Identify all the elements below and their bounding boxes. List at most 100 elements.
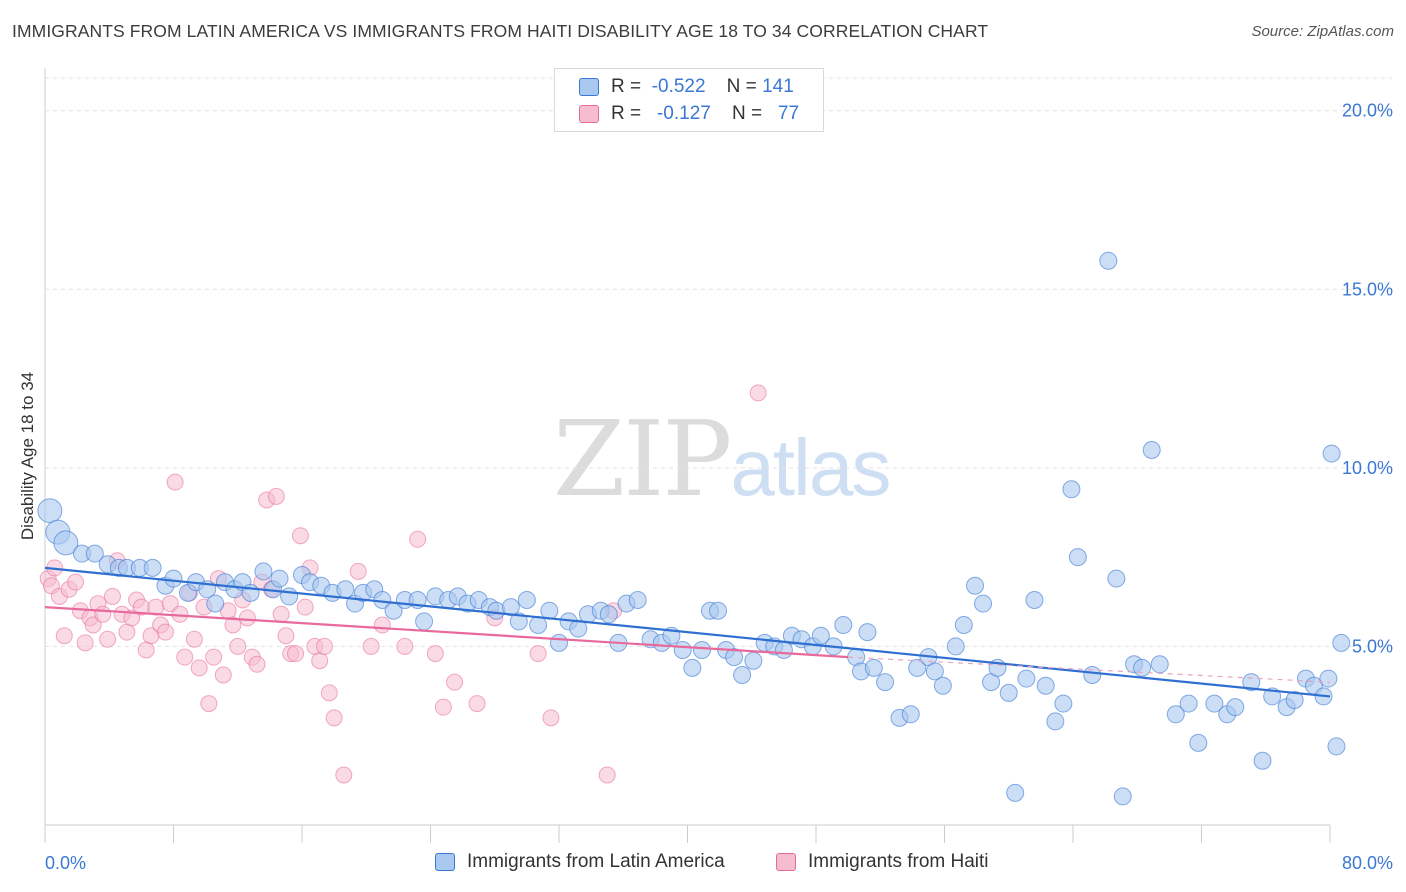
data-point-latin-america	[1083, 666, 1102, 684]
data-point-haiti	[446, 673, 464, 691]
y-tick-label: 20.0%	[1342, 101, 1393, 121]
gridlines	[45, 77, 1392, 647]
data-point-latin-america	[744, 651, 763, 670]
legend-r-value: -0.127	[656, 103, 711, 124]
data-point-haiti	[224, 616, 242, 634]
data-point-haiti	[335, 766, 353, 784]
data-point-haiti	[749, 384, 767, 402]
data-point-latin-america	[946, 637, 965, 656]
data-point-latin-america	[733, 666, 752, 684]
legend-n-label: N =	[731, 103, 763, 124]
data-point-haiti	[161, 595, 179, 613]
data-point-latin-america	[143, 558, 162, 577]
data-point-latin-america	[925, 662, 944, 681]
source-label: Source: ZipAtlas.com	[1251, 23, 1394, 40]
data-point-latin-america	[53, 530, 79, 556]
data-point-latin-america	[1107, 569, 1126, 588]
data-point-latin-america	[254, 562, 273, 581]
data-point-haiti	[103, 587, 121, 605]
data-point-haiti	[185, 630, 203, 648]
axes	[44, 68, 1331, 843]
data-point-latin-america	[692, 641, 711, 659]
data-point-haiti	[434, 698, 452, 716]
data-point-latin-america	[517, 591, 536, 609]
bottom-legend-swatch-blue	[435, 853, 455, 871]
data-point-haiti	[287, 645, 305, 663]
tick-labels: 5.0% 10.0% 15.0% 20.0% 0.0% 80.0%	[45, 101, 1393, 873]
data-point-latin-america	[415, 612, 434, 631]
data-point-latin-america	[673, 641, 692, 659]
data-point-latin-america	[270, 569, 289, 588]
data-point-latin-america	[999, 683, 1018, 702]
data-point-latin-america	[501, 598, 520, 617]
data-point-latin-america	[1054, 694, 1073, 713]
bottom-legend-latin-america: Immigrants from Latin America	[435, 851, 725, 873]
data-point-latin-america	[336, 580, 355, 599]
data-point-latin-america	[1319, 669, 1338, 688]
data-point-latin-america	[1006, 783, 1025, 802]
data-point-latin-america	[1068, 548, 1087, 567]
bottom-legend-haiti: Immigrants from Haiti	[776, 851, 989, 873]
data-point-haiti	[409, 530, 427, 548]
data-point-haiti	[296, 598, 314, 616]
data-point-latin-america	[811, 626, 830, 645]
data-point-latin-america	[1150, 655, 1169, 674]
data-point-latin-america	[974, 594, 993, 613]
data-point-latin-america	[1025, 591, 1044, 609]
data-point-latin-america	[725, 648, 744, 667]
data-point-haiti	[214, 666, 232, 684]
data-point-haiti	[137, 641, 155, 659]
data-point-haiti	[229, 637, 247, 655]
data-point-latin-america	[550, 633, 568, 652]
bottom-legend-label: Immigrants from Latin America	[467, 851, 725, 872]
trend-line-latin-america	[44, 566, 1331, 698]
y-axis-label: Disability Age 18 to 34	[18, 371, 37, 541]
data-point-haiti	[396, 637, 414, 655]
legend-swatch-pink	[579, 105, 599, 123]
data-point-latin-america	[1322, 444, 1341, 463]
correlation-legend: R = -0.522 N = 141 R = -0.127 N = 77	[554, 68, 824, 132]
data-point-latin-america	[933, 676, 952, 695]
data-point-latin-america	[164, 569, 183, 588]
legend-n-value: 141	[762, 76, 794, 97]
chart-title: IMMIGRANTS FROM LATIN AMERICA VS IMMIGRA…	[12, 21, 989, 41]
data-point-haiti	[190, 659, 208, 677]
trend-lines	[44, 566, 1331, 698]
data-point-latin-america	[1285, 691, 1304, 709]
legend-r-label: R =	[611, 76, 642, 97]
data-point-latin-america	[529, 616, 548, 634]
data-point-haiti	[542, 709, 560, 727]
data-point-haiti	[362, 637, 380, 655]
data-point-latin-america	[1189, 733, 1208, 752]
legend-row-haiti: R = -0.127 N = 77	[579, 101, 799, 127]
legend-r-value: -0.522	[651, 76, 706, 97]
data-point-latin-america	[864, 658, 883, 677]
legend-r-label: R =	[611, 103, 642, 124]
x-tick-label: 80.0%	[1342, 853, 1393, 873]
data-point-latin-america	[1099, 251, 1118, 270]
data-point-haiti	[272, 605, 290, 623]
data-point-haiti	[325, 709, 343, 727]
series-haiti	[39, 384, 767, 784]
data-point-latin-america	[206, 594, 225, 613]
data-point-haiti	[238, 609, 256, 627]
data-point-latin-america	[1046, 712, 1065, 731]
data-point-latin-america	[280, 587, 299, 606]
data-point-haiti	[291, 527, 309, 545]
data-point-haiti	[99, 630, 117, 648]
data-point-haiti	[248, 655, 266, 673]
legend-n-value: 77	[777, 103, 800, 124]
data-point-latin-america	[509, 612, 528, 631]
trend-line-haiti-extension	[848, 656, 1331, 683]
data-point-haiti	[55, 627, 73, 645]
data-point-haiti	[529, 645, 547, 663]
y-tick-label: 5.0%	[1352, 636, 1393, 656]
series-latin-america	[37, 251, 1351, 806]
data-point-haiti	[468, 695, 486, 713]
data-point-latin-america	[1179, 694, 1198, 713]
trend-line-haiti	[44, 606, 849, 659]
data-point-latin-america	[1332, 633, 1351, 652]
data-point-latin-america	[1113, 787, 1132, 806]
data-point-latin-america	[858, 623, 877, 642]
